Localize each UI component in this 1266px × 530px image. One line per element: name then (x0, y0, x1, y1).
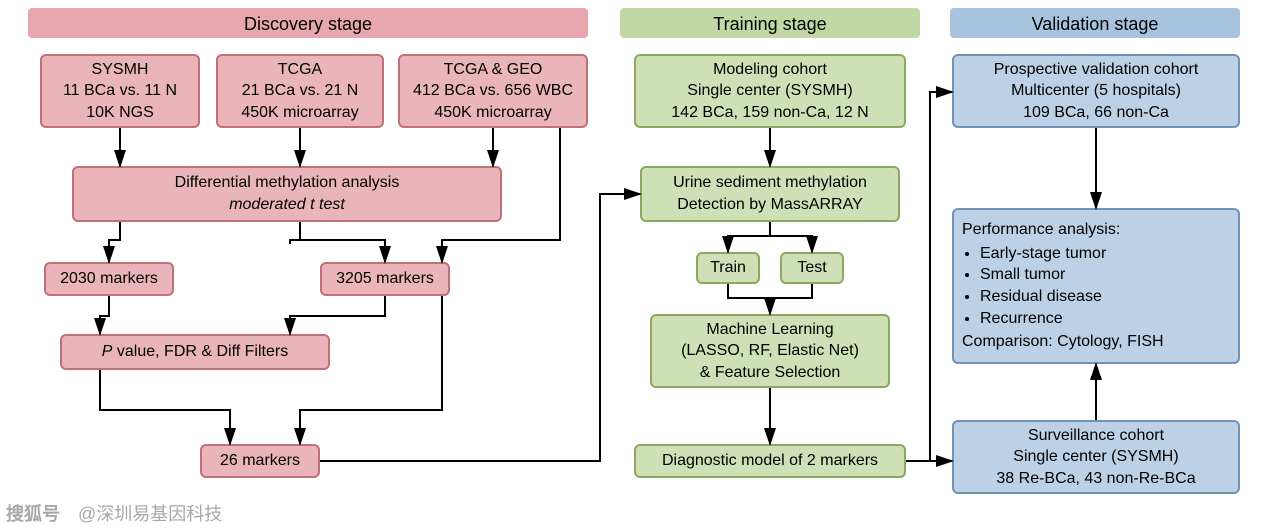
text: Surveillance cohort (1028, 425, 1164, 447)
text: Multicenter (5 hospitals) (1011, 80, 1181, 102)
node-26-markers: 26 markers (200, 444, 320, 478)
text: 142 BCa, 159 non-Ca, 12 N (671, 102, 868, 124)
text: 450K microarray (434, 102, 551, 124)
text: Urine sediment methylation (673, 172, 867, 194)
node-3205-markers: 3205 markers (320, 262, 450, 296)
text: Differential methylation analysis (175, 172, 400, 194)
text: 450K microarray (241, 102, 358, 124)
performance-list: Early-stage tumor Small tumor Residual d… (980, 243, 1106, 329)
text: 21 BCa vs. 21 N (242, 80, 359, 102)
node-2030-markers: 2030 markers (44, 262, 174, 296)
text: (LASSO, RF, Elastic Net) (681, 340, 859, 362)
text: 3205 markers (336, 268, 434, 290)
text: Comparison: Cytology, FISH (962, 331, 1164, 353)
node-filters: P value, FDR & Diff Filters (60, 334, 330, 370)
text: Performance analysis: (962, 219, 1120, 241)
text: 412 BCa vs. 656 WBC (413, 80, 573, 102)
node-prospective-cohort: Prospective validation cohort Multicente… (952, 54, 1240, 128)
text: 109 BCa, 66 non-Ca (1023, 102, 1169, 124)
text: & Feature Selection (700, 362, 841, 384)
text: Modeling cohort (713, 59, 827, 81)
training-stage-header: Training stage (620, 8, 920, 38)
text: Single center (SYSMH) (1013, 446, 1178, 468)
list-item: Small tumor (980, 264, 1106, 286)
node-surveillance-cohort: Surveillance cohort Single center (SYSMH… (952, 420, 1240, 494)
text: Train (710, 257, 746, 279)
text: 2030 markers (60, 268, 158, 290)
text: Prospective validation cohort (994, 59, 1199, 81)
text: P value, FDR & Diff Filters (102, 341, 288, 363)
text: Diagnostic model of 2 markers (662, 450, 878, 472)
node-tcga: TCGA 21 BCa vs. 21 N 450K microarray (216, 54, 384, 128)
text: Single center (SYSMH) (687, 80, 852, 102)
watermark-left: 搜狐号 (6, 500, 60, 526)
node-modeling-cohort: Modeling cohort Single center (SYSMH) 14… (634, 54, 906, 128)
text: Detection by MassARRAY (677, 194, 863, 216)
text: TCGA (278, 59, 322, 81)
text: SYSMH (92, 59, 149, 81)
node-urine-detection: Urine sediment methylation Detection by … (640, 166, 900, 222)
node-test: Test (780, 252, 844, 284)
node-diagnostic-model: Diagnostic model of 2 markers (634, 444, 906, 478)
node-differential-analysis: Differential methylation analysis modera… (72, 166, 502, 222)
node-tcga-geo: TCGA & GEO 412 BCa vs. 656 WBC 450K micr… (398, 54, 588, 128)
text: TCGA & GEO (444, 59, 543, 81)
text: 10K NGS (86, 102, 154, 124)
validation-stage-header: Validation stage (950, 8, 1240, 38)
text: 11 BCa vs. 11 N (63, 80, 177, 102)
node-performance-analysis: Performance analysis: Early-stage tumor … (952, 208, 1240, 364)
text: moderated t test (229, 194, 345, 216)
text: Machine Learning (706, 319, 833, 341)
list-item: Residual disease (980, 286, 1106, 308)
text: 26 markers (220, 450, 300, 472)
list-item: Recurrence (980, 308, 1106, 330)
text: Test (797, 257, 826, 279)
node-sysmh: SYSMH 11 BCa vs. 11 N 10K NGS (40, 54, 200, 128)
discovery-stage-header: Discovery stage (28, 8, 588, 38)
watermark-right: @深圳易基因科技 (78, 500, 222, 526)
node-train: Train (696, 252, 760, 284)
list-item: Early-stage tumor (980, 243, 1106, 265)
node-machine-learning: Machine Learning (LASSO, RF, Elastic Net… (650, 314, 890, 388)
text: 38 Re-BCa, 43 non-Re-BCa (996, 468, 1195, 490)
